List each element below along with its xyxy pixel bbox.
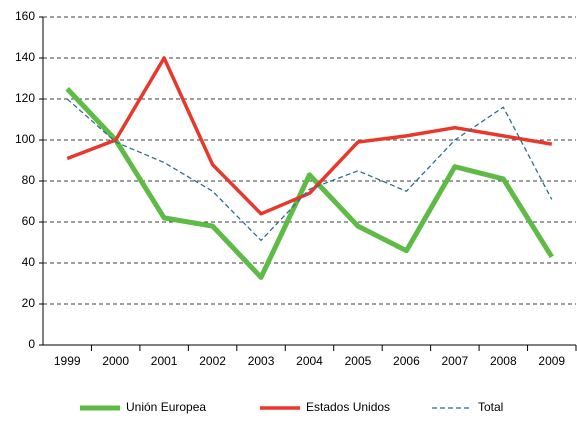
x-tick-label: 1999	[54, 354, 81, 368]
x-tick-label: 2004	[296, 354, 323, 368]
legend-label: Estados Unidos	[306, 400, 390, 414]
series-line	[65, 87, 554, 280]
x-tick-label: 2002	[199, 354, 226, 368]
series-line	[66, 98, 553, 242]
y-tick-label: 100	[15, 132, 35, 146]
x-tick-label: 2009	[538, 354, 565, 368]
legend-label: Total	[478, 400, 503, 414]
x-tick-label: 2006	[393, 354, 420, 368]
y-tick-label: 80	[22, 173, 36, 187]
x-tick-label: 2000	[102, 354, 129, 368]
y-tick-label: 20	[22, 296, 36, 310]
x-tick-label: 2003	[248, 354, 275, 368]
x-tick-label: 2007	[442, 354, 469, 368]
y-tick-label: 120	[15, 91, 35, 105]
x-tick-label: 2005	[345, 354, 372, 368]
legend-label: Unión Europea	[126, 400, 206, 414]
y-tick-label: 60	[22, 214, 36, 228]
series-line	[66, 56, 553, 216]
y-tick-label: 140	[15, 50, 35, 64]
x-tick-label: 2001	[151, 354, 178, 368]
y-tick-label: 0	[28, 337, 35, 351]
y-tick-label: 40	[22, 255, 36, 269]
y-tick-label: 160	[15, 9, 35, 23]
x-tick-label: 2008	[490, 354, 517, 368]
